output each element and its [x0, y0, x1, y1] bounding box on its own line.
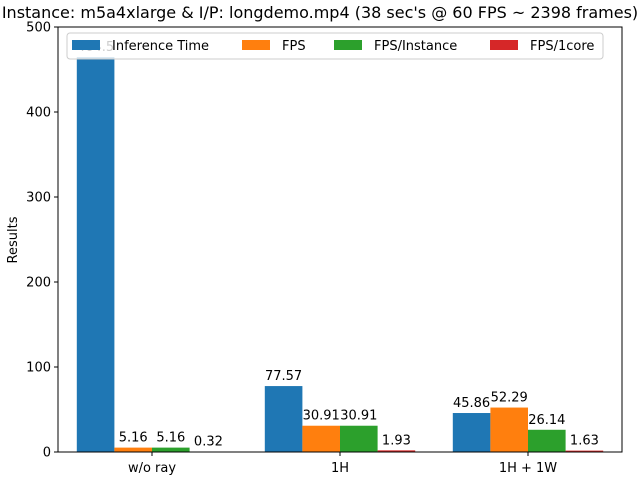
chart-title: Instance: m5a4xlarge & I/P: longdemo.mp4…: [2, 3, 638, 22]
bar-value-label: 1.63: [570, 434, 599, 449]
bar-fps: [490, 407, 528, 452]
x-tick-label: 1H: [331, 461, 349, 476]
bar-value-label: 5.16: [156, 431, 185, 446]
legend-swatch: [242, 40, 270, 50]
bar-fps-1core: [377, 450, 416, 452]
legend-label: FPS: [282, 39, 306, 54]
legend-swatch: [334, 40, 362, 50]
x-tick-label: 1H + 1W: [499, 461, 557, 476]
bar-fps: [302, 425, 340, 452]
x-tick-label: w/o ray: [128, 461, 176, 476]
bar-inference-time: [264, 386, 303, 452]
bar-value-label: 1.93: [382, 433, 411, 448]
bar-fps: [114, 447, 152, 452]
legend-swatch: [72, 40, 100, 50]
y-tick-label: 0: [43, 446, 51, 461]
bar-value-label: 5.16: [119, 431, 148, 446]
legend-label: Inference Time: [112, 39, 209, 54]
bar-value-label: 26.14: [528, 413, 565, 428]
legend-swatch: [490, 40, 518, 50]
bar-value-label: 77.57: [265, 369, 302, 384]
y-tick-label: 500: [26, 21, 51, 36]
y-tick-label: 400: [26, 106, 51, 121]
bar-value-label: 52.29: [491, 391, 528, 406]
y-tick-label: 100: [26, 361, 51, 376]
bar-value-label: 30.91: [303, 409, 340, 424]
plot-frame: [57, 26, 623, 453]
bar-fps-instance: [528, 429, 566, 452]
y-axis-label: Results: [6, 216, 21, 263]
bar-inference-time: [76, 57, 115, 453]
bar-fps-1core: [565, 450, 604, 452]
y-tick-label: 200: [26, 276, 51, 291]
legend-label: FPS/1core: [530, 39, 594, 54]
bar-fps-instance: [340, 425, 378, 452]
bar-fps-instance: [152, 447, 190, 452]
bar-value-label: 45.86: [453, 396, 490, 411]
bar-inference-time: [452, 413, 491, 452]
legend: Inference Time FPS FPS/Instance FPS/1core: [66, 32, 604, 60]
legend-label: FPS/Instance: [374, 39, 457, 54]
bar-value-label: 0.32: [194, 435, 223, 450]
bar-value-label: 30.91: [340, 409, 377, 424]
y-tick-label: 300: [26, 191, 51, 206]
